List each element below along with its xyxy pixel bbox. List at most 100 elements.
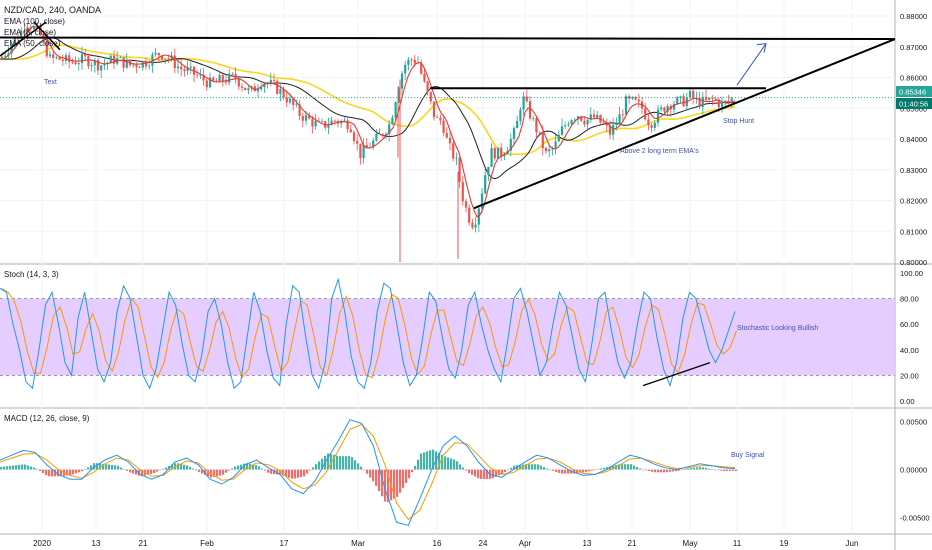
candle-body[interactable] bbox=[221, 75, 224, 82]
macd-histogram-bar[interactable] bbox=[600, 468, 603, 470]
macd-histogram-bar[interactable] bbox=[525, 464, 528, 470]
macd-histogram-bar[interactable] bbox=[315, 464, 318, 470]
macd-histogram-bar[interactable] bbox=[495, 469, 498, 477]
macd-histogram-bar[interactable] bbox=[507, 469, 510, 471]
macd-histogram-bar[interactable] bbox=[714, 469, 717, 471]
candle-body[interactable] bbox=[679, 96, 682, 98]
candle-body[interactable] bbox=[634, 96, 637, 100]
macd-histogram-bar[interactable] bbox=[318, 461, 321, 470]
candle-body[interactable] bbox=[186, 67, 189, 72]
macd-histogram-bar[interactable] bbox=[678, 469, 681, 471]
macd-histogram-bar[interactable] bbox=[402, 469, 405, 488]
macd-histogram-bar[interactable] bbox=[729, 469, 732, 471]
macd-histogram-bar[interactable] bbox=[552, 469, 555, 471]
macd-histogram-bar[interactable] bbox=[588, 469, 591, 472]
candle-body[interactable] bbox=[461, 181, 464, 202]
candle-body[interactable] bbox=[119, 57, 122, 58]
projection-arrow[interactable] bbox=[736, 43, 767, 86]
candle-body[interactable] bbox=[445, 133, 448, 138]
macd-histogram-bar[interactable] bbox=[219, 469, 222, 476]
macd-histogram-bar[interactable] bbox=[180, 464, 183, 470]
macd-histogram-bar[interactable] bbox=[558, 469, 561, 473]
macd-histogram-bar[interactable] bbox=[21, 464, 24, 470]
resistance-line-top[interactable] bbox=[0, 36, 896, 41]
macd-histogram-bar[interactable] bbox=[732, 469, 735, 471]
candle-body[interactable] bbox=[714, 98, 717, 100]
macd-histogram-bar[interactable] bbox=[387, 469, 390, 503]
candle-body[interactable] bbox=[64, 55, 68, 61]
macd-histogram-bar[interactable] bbox=[75, 469, 78, 474]
macd-histogram-bar[interactable] bbox=[708, 468, 711, 470]
macd-histogram-bar[interactable] bbox=[603, 467, 606, 470]
candle-body[interactable] bbox=[148, 65, 151, 67]
macd-pane[interactable] bbox=[0, 419, 738, 526]
candle-body[interactable] bbox=[404, 64, 407, 74]
candle-body[interactable] bbox=[103, 63, 106, 66]
macd-histogram-bar[interactable] bbox=[564, 469, 567, 474]
macd-histogram-bar[interactable] bbox=[546, 468, 549, 470]
candle-body[interactable] bbox=[260, 87, 263, 90]
macd-histogram-bar[interactable] bbox=[594, 469, 597, 471]
macd-histogram-bar[interactable] bbox=[213, 469, 216, 477]
macd-histogram-bar[interactable] bbox=[363, 469, 366, 471]
candle-body[interactable] bbox=[167, 58, 170, 60]
macd-histogram-bar[interactable] bbox=[636, 466, 639, 470]
macd-histogram-bar[interactable] bbox=[573, 469, 576, 474]
candle-body[interactable] bbox=[231, 73, 234, 75]
macd-histogram-bar[interactable] bbox=[561, 469, 564, 474]
macd-histogram-bar[interactable] bbox=[519, 464, 522, 470]
macd-histogram-bar[interactable] bbox=[321, 458, 324, 470]
candle-body[interactable] bbox=[311, 118, 314, 127]
macd-histogram-bar[interactable] bbox=[504, 469, 507, 473]
candle-body[interactable] bbox=[618, 114, 621, 125]
candle-body[interactable] bbox=[93, 60, 96, 66]
macd-histogram-bar[interactable] bbox=[135, 469, 138, 475]
macd-histogram-bar[interactable] bbox=[45, 469, 48, 476]
macd-histogram-bar[interactable] bbox=[3, 466, 6, 470]
macd-histogram-bar[interactable] bbox=[693, 467, 696, 470]
macd-histogram-bar[interactable] bbox=[651, 469, 654, 472]
macd-histogram-bar[interactable] bbox=[156, 469, 159, 472]
price-pane[interactable] bbox=[0, 21, 896, 262]
candle-body[interactable] bbox=[10, 45, 13, 54]
candle-body[interactable] bbox=[375, 133, 378, 141]
candle-body[interactable] bbox=[516, 120, 519, 129]
candle-body[interactable] bbox=[605, 123, 608, 126]
macd-histogram-bar[interactable] bbox=[159, 469, 162, 471]
macd-histogram-bar[interactable] bbox=[663, 469, 666, 473]
candle-body[interactable] bbox=[23, 30, 26, 33]
candle-body[interactable] bbox=[711, 97, 714, 99]
macd-histogram-bar[interactable] bbox=[189, 466, 192, 470]
candle-body[interactable] bbox=[173, 55, 176, 69]
stoch-trendline[interactable] bbox=[642, 361, 711, 387]
candle-body[interactable] bbox=[525, 96, 528, 102]
macd-histogram-bar[interactable] bbox=[360, 466, 363, 470]
macd-histogram-bar[interactable] bbox=[537, 464, 540, 470]
candle-body[interactable] bbox=[176, 66, 180, 69]
candle-body[interactable] bbox=[672, 103, 676, 110]
candle-body[interactable] bbox=[688, 90, 692, 98]
macd-histogram-bar[interactable] bbox=[39, 469, 42, 472]
candle-body[interactable] bbox=[528, 101, 532, 119]
candle-body[interactable] bbox=[352, 132, 356, 141]
candle-body[interactable] bbox=[500, 147, 503, 157]
macd-histogram-bar[interactable] bbox=[444, 456, 447, 470]
candle-body[interactable] bbox=[122, 57, 125, 68]
macd-histogram-bar[interactable] bbox=[330, 454, 333, 470]
macd-histogram-bar[interactable] bbox=[201, 469, 204, 474]
macd-histogram-bar[interactable] bbox=[555, 469, 558, 472]
macd-histogram-bar[interactable] bbox=[612, 465, 615, 470]
macd-histogram-bar[interactable] bbox=[102, 463, 105, 470]
candle-body[interactable] bbox=[55, 57, 58, 58]
macd-histogram-bar[interactable] bbox=[501, 469, 504, 474]
candle-body[interactable] bbox=[541, 131, 544, 149]
candle-body[interactable] bbox=[205, 80, 208, 88]
candle-body[interactable] bbox=[362, 144, 365, 159]
macd-histogram-bar[interactable] bbox=[294, 469, 297, 479]
candle-body[interactable] bbox=[378, 133, 381, 135]
macd-histogram-bar[interactable] bbox=[579, 469, 582, 473]
macd-histogram-bar[interactable] bbox=[36, 468, 39, 470]
macd-histogram-bar[interactable] bbox=[510, 467, 513, 470]
candle-body[interactable] bbox=[407, 59, 410, 65]
